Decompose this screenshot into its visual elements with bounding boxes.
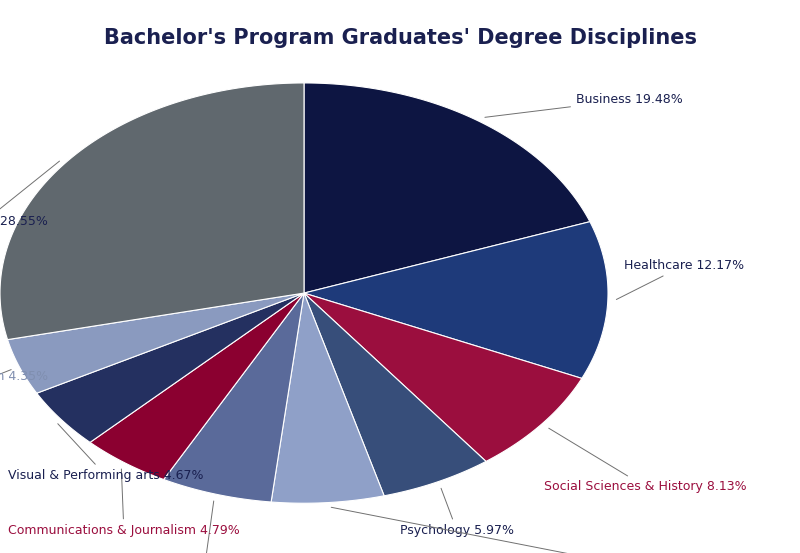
Text: Education 4.35%: Education 4.35% (0, 369, 48, 383)
Polygon shape (304, 222, 608, 378)
Polygon shape (0, 83, 304, 340)
Text: Social Sciences & History 8.13%: Social Sciences & History 8.13% (544, 428, 746, 493)
Polygon shape (37, 293, 304, 442)
Polygon shape (7, 293, 304, 393)
Polygon shape (90, 293, 304, 479)
Text: Communications & Journalism 4.79%: Communications & Journalism 4.79% (8, 469, 240, 538)
Text: Other Fields 28.55%: Other Fields 28.55% (0, 161, 59, 228)
Polygon shape (304, 293, 582, 461)
Polygon shape (304, 83, 590, 293)
Polygon shape (164, 293, 304, 502)
Text: Psychology 5.97%: Psychology 5.97% (400, 488, 514, 538)
Polygon shape (271, 293, 384, 503)
Text: Business 19.48%: Business 19.48% (485, 93, 682, 117)
Text: Bachelor's Program Graduates' Degree Disciplines: Bachelor's Program Graduates' Degree Dis… (103, 28, 697, 48)
Text: Engineering 5.91%: Engineering 5.91% (144, 501, 263, 553)
Text: Healthcare 12.17%: Healthcare 12.17% (616, 259, 744, 300)
Text: Visual & Performing arts 4.67%: Visual & Performing arts 4.67% (8, 424, 203, 482)
Polygon shape (304, 293, 486, 496)
Text: Biological & Biomedical Sciences 5.97%: Biological & Biomedical Sciences 5.97% (331, 507, 747, 553)
